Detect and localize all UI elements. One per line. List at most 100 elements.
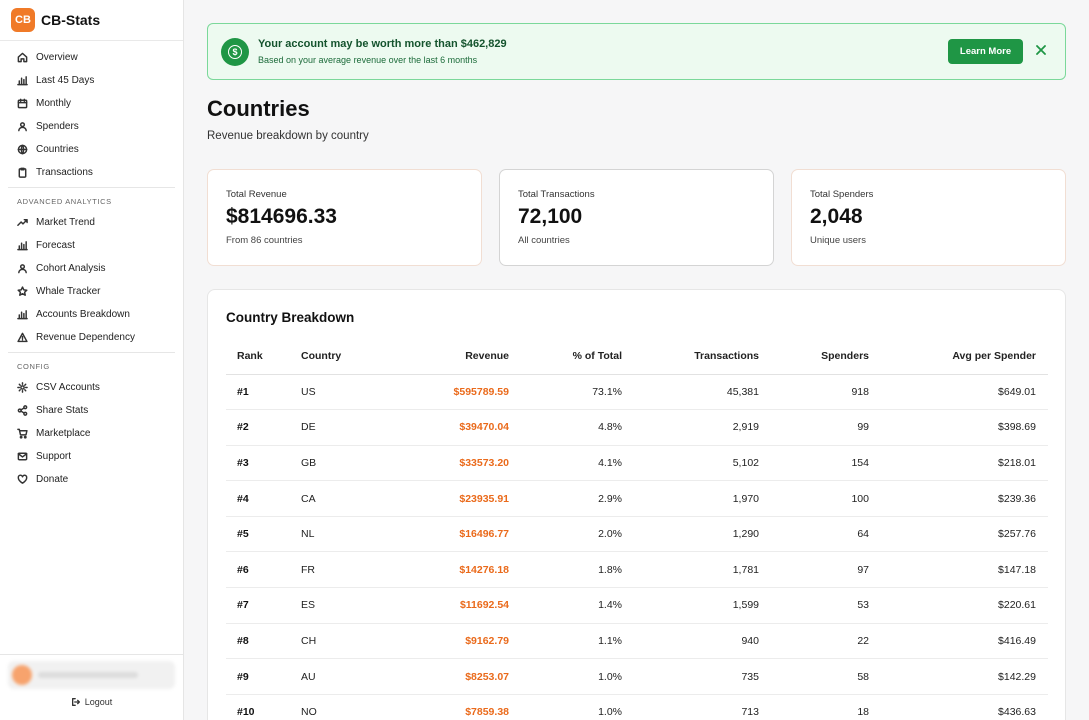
app-logo: CB [11,8,35,32]
column-header-percent[interactable]: % of Total [509,339,622,375]
transactions-cell: 940 [622,623,759,660]
column-header-spenders[interactable]: Spenders [759,339,869,375]
rank-cell: #10 [226,694,301,720]
spenders-cell: 18 [759,694,869,720]
table-row[interactable]: #2 DE $39470.04 4.8% 2,919 99 $398.69 [226,409,1048,446]
column-header-avg-per-spender[interactable]: Avg per Spender [869,339,1048,375]
sidebar-item-marketplace[interactable]: Marketplace [0,422,183,445]
table-row[interactable]: #10 NO $7859.38 1.0% 713 18 $436.63 [226,694,1048,720]
close-icon [1036,45,1046,55]
percent-cell: 1.4% [509,587,622,624]
close-banner-button[interactable] [1034,43,1048,57]
revenue-cell: $8253.07 [381,658,509,695]
spenders-cell: 918 [759,374,869,411]
table-row[interactable]: #7 ES $11692.54 1.4% 1,599 53 $220.61 [226,587,1048,624]
rank-cell: #6 [226,551,301,589]
user-profile-card[interactable] [8,661,175,689]
revenue-cell: $9162.79 [381,623,509,660]
sidebar-item-whale-tracker[interactable]: Whale Tracker [0,280,183,303]
user-name-redacted [38,672,138,678]
sidebar-item-cohort-analysis[interactable]: Cohort Analysis [0,257,183,280]
sidebar-item-csv-accounts[interactable]: CSV Accounts [0,376,183,399]
sidebar-item-donate[interactable]: Donate [0,468,183,491]
sidebar-item-support[interactable]: Support [0,445,183,468]
stat-card-revenue: Total Revenue $814696.33 From 86 countri… [207,169,482,266]
stat-value: 72,100 [518,205,583,228]
rank-cell: #7 [226,587,301,624]
country-cell: NL [301,516,381,553]
table-row[interactable]: #8 CH $9162.79 1.1% 940 22 $416.49 [226,623,1048,660]
sidebar-item-label: Spenders [36,121,79,132]
sidebar-item-label: Transactions [36,167,93,178]
table-row[interactable]: #3 GB $33573.20 4.1% 5,102 154 $218.01 [226,445,1048,482]
learn-more-button[interactable]: Learn More [948,39,1023,64]
sidebar-item-market-trend[interactable]: Market Trend [0,211,183,234]
column-header-revenue[interactable]: Revenue [381,339,509,375]
spenders-cell: 99 [759,409,869,446]
sidebar-item-label: Whale Tracker [36,286,101,297]
home-icon [17,52,28,63]
sidebar-item-accounts-breakdown[interactable]: Accounts Breakdown [0,303,183,326]
sidebar-item-label: Accounts Breakdown [36,309,130,320]
country-cell: NO [301,694,381,720]
percent-cell: 2.9% [509,480,622,517]
logout-icon [71,698,80,706]
share-icon [17,405,28,416]
table-row[interactable]: #9 AU $8253.07 1.0% 735 58 $142.29 [226,658,1048,695]
sidebar-item-countries[interactable]: Countries [0,138,183,161]
sidebar-item-label: Last 45 Days [36,75,95,86]
table-row[interactable]: #5 NL $16496.77 2.0% 1,290 64 $257.76 [226,516,1048,553]
stat-sub: Unique users [810,235,866,246]
sidebar-item-monthly[interactable]: Monthly [0,92,183,115]
table-row[interactable]: #1 US $595789.59 73.1% 45,381 918 $649.01 [226,374,1048,411]
sidebar-item-revenue-dependency[interactable]: Revenue Dependency [0,326,183,349]
users-icon [17,263,28,274]
nav-divider [8,187,175,188]
avg-per-spender-cell: $218.01 [869,445,1048,482]
percent-cell: 1.0% [509,658,622,695]
stat-sub: All countries [518,235,570,246]
percent-cell: 1.0% [509,694,622,720]
spenders-cell: 53 [759,587,869,624]
heart-icon [17,474,28,485]
avg-per-spender-cell: $239.36 [869,480,1048,517]
gear-icon [17,382,28,393]
clipboard-icon [17,167,28,178]
avatar [12,665,32,685]
revenue-cell: $16496.77 [381,516,509,553]
sidebar-item-share-stats[interactable]: Share Stats [0,399,183,422]
stat-value: $814696.33 [226,205,337,228]
avg-per-spender-cell: $257.76 [869,516,1048,553]
country-cell: CA [301,480,381,517]
sidebar: CB CB-Stats Overview Last 45 Days Monthly S… [0,0,184,720]
table-row[interactable]: #4 CA $23935.91 2.9% 1,970 100 $239.36 [226,480,1048,517]
brand[interactable]: CB CB-Stats [0,0,183,41]
transactions-cell: 735 [622,658,759,695]
country-cell: DE [301,409,381,446]
transactions-cell: 2,919 [622,409,759,446]
valuation-banner: $ Your account may be worth more than $4… [207,23,1066,80]
sidebar-item-label: Support [36,451,72,462]
dollar-icon: $ [221,38,249,66]
sidebar-item-last-45-days[interactable]: Last 45 Days [0,69,183,92]
sidebar-item-forecast[interactable]: Forecast [0,234,183,257]
nav-divider [8,352,175,353]
sidebar-item-overview[interactable]: Overview [0,46,183,69]
avg-per-spender-cell: $220.61 [869,587,1048,624]
table-title: Country Breakdown [226,310,355,325]
column-header-rank[interactable]: Rank [226,339,301,375]
rank-cell: #8 [226,623,301,660]
column-header-transactions[interactable]: Transactions [622,339,759,375]
sidebar-item-transactions[interactable]: Transactions [0,161,183,184]
sidebar-footer: Logout [0,654,183,720]
sidebar-item-spenders[interactable]: Spenders [0,115,183,138]
logout-button[interactable]: Logout [0,697,183,707]
sidebar-item-label: Cohort Analysis [36,263,106,274]
sidebar-item-label: Overview [36,52,78,63]
bar-chart-icon [17,309,28,320]
table-row[interactable]: #6 FR $14276.18 1.8% 1,781 97 $147.18 [226,551,1048,589]
transactions-cell: 1,970 [622,480,759,517]
column-header-country[interactable]: Country [301,339,381,375]
avg-per-spender-cell: $142.29 [869,658,1048,695]
logout-label: Logout [84,697,113,707]
